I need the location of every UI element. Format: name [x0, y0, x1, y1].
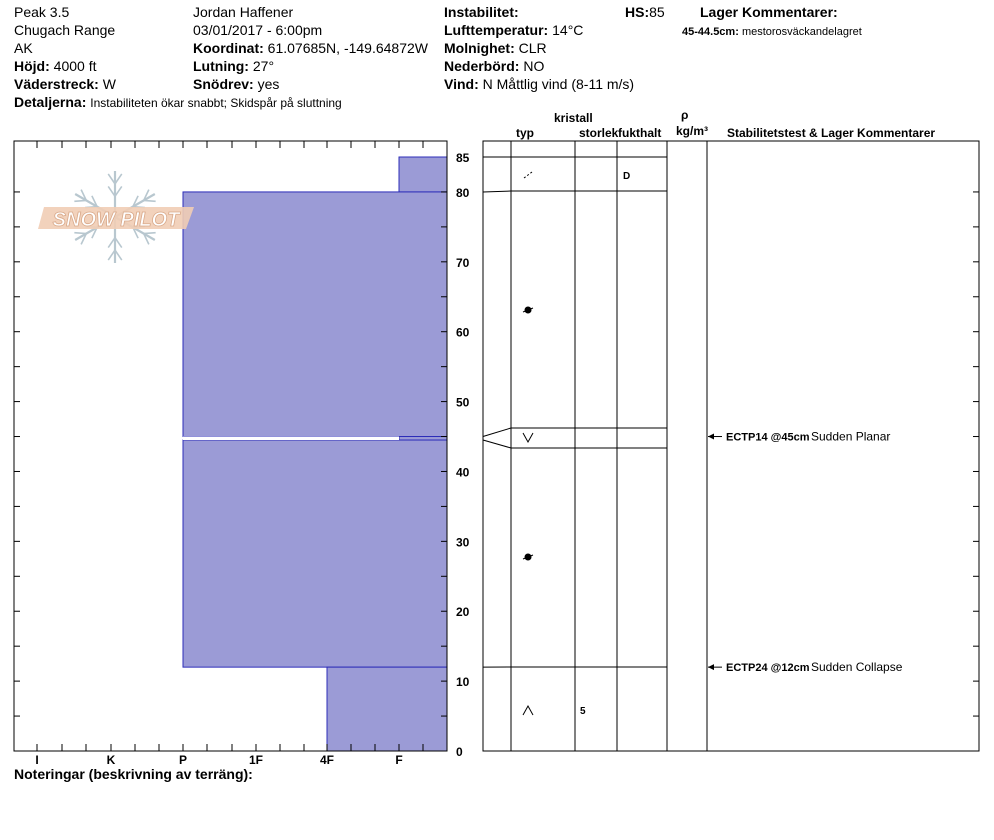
- drift-label: Snödrev:: [193, 76, 254, 92]
- hardness-label-P: P: [179, 753, 187, 767]
- hardness-plot-frame: [13, 140, 448, 752]
- aspect-label: Väderstreck:: [14, 76, 99, 92]
- layer-comment-text: mestorosväckandelagret: [741, 26, 862, 38]
- hardness-label-4F: 4F: [320, 753, 334, 767]
- logo-text: SNOW PILOT: [53, 209, 181, 231]
- elevation: Höjd: 4000 ft: [14, 58, 96, 74]
- y-tick-label: 0: [456, 745, 463, 759]
- depth-connector: [482, 427, 512, 438]
- snow-drift: Snödrev: yes: [193, 76, 279, 92]
- col-size: storlek: [579, 126, 619, 140]
- aspect-value: W: [102, 76, 116, 92]
- test-arrow-head: [708, 664, 714, 671]
- hardness-label-K: K: [107, 753, 116, 767]
- hardness-layer-2: [398, 436, 448, 441]
- y-tick-label: 60: [456, 326, 470, 340]
- range: Chugach Range: [14, 22, 116, 38]
- depth-connector: [482, 190, 512, 193]
- details-value: Instabiliteten ökar snabbt; Skidspår på …: [90, 96, 342, 110]
- precip-value: NO: [523, 58, 545, 74]
- y-tick-label: 85: [456, 151, 470, 165]
- snow-height: HS:85: [625, 4, 665, 20]
- elevation-value: 4000 ft: [53, 58, 97, 74]
- hardness-layer-0: [398, 156, 448, 193]
- hardness-label-I: I: [35, 753, 38, 767]
- coord-label: Koordinat:: [193, 40, 264, 56]
- observer: Jordan Haffener: [193, 4, 294, 20]
- col-moisture: fukthalt: [618, 126, 662, 140]
- hs-value: 85: [649, 4, 665, 20]
- grain-rounded-symbol-stroke: [522, 307, 534, 313]
- sky-label: Molnighet:: [444, 40, 515, 56]
- grain-size-value: 5: [580, 706, 586, 717]
- precip-label: Nederbörd:: [444, 58, 520, 74]
- state: AK: [14, 40, 33, 56]
- wind-label: Vind:: [444, 76, 479, 92]
- test-code-0: ECTP14 @45cm: [726, 432, 810, 444]
- coord-value: 61.07685N, -149.64872W: [267, 40, 428, 56]
- grain-decomposing-symbol: [523, 171, 533, 179]
- air-temp: Lufttemperatur: 14°C: [444, 22, 583, 38]
- layer-comment-range: 45-44.5cm:: [682, 26, 739, 38]
- airtemp-label: Lufttemperatur:: [444, 22, 549, 38]
- y-tick-label: 20: [456, 605, 470, 619]
- y-tick-label: 80: [456, 186, 470, 200]
- layer-comment: 45-44.5cm: mestorosväckandelagret: [682, 24, 862, 40]
- airtemp-value: 14°C: [552, 22, 584, 38]
- details: Detaljerna: Instabiliteten ökar snabbt; …: [14, 94, 342, 111]
- slope-value: 27°: [252, 58, 275, 74]
- col-type: typ: [516, 126, 534, 140]
- hardness-layer-4: [326, 666, 448, 752]
- wind: Vind: N Måttlig vind (8-11 m/s): [444, 76, 634, 92]
- sky: Molnighet: CLR: [444, 40, 547, 56]
- hardness-label-F: F: [395, 753, 402, 767]
- aspect: Väderstreck: W: [14, 76, 116, 92]
- wind-value: N Måttlig vind (8-11 m/s): [482, 76, 635, 92]
- snowpilot-logo: SNOW PILOT: [38, 171, 194, 263]
- sky-value: CLR: [518, 40, 547, 56]
- col-density-unit: kg/m³: [676, 124, 709, 138]
- hs-label: HS:: [625, 4, 650, 20]
- moisture-value: D: [623, 171, 630, 182]
- grain-rounded-symbol-stroke: [522, 554, 534, 560]
- col-stability: Stabilitetstest & Lager Kommentarer: [727, 126, 936, 140]
- weak-layer-gap: [183, 436, 399, 441]
- details-label: Detaljerna:: [14, 94, 87, 110]
- instability-label: Instabilitet:: [444, 4, 519, 20]
- col-density-symbol: ρ: [681, 108, 689, 122]
- test-result-0: Sudden Planar: [811, 430, 890, 444]
- test-code-1: ECTP24 @12cm: [726, 662, 810, 674]
- hardness-layer-3: [182, 439, 448, 668]
- precip: Nederbörd: NO: [444, 58, 544, 74]
- hardness-label-1F: 1F: [249, 753, 263, 767]
- y-tick-label: 40: [456, 465, 470, 479]
- y-tick-label: 70: [456, 256, 470, 270]
- depth-connector: [482, 439, 512, 449]
- layer-comments-title: Lager Kommentarer:: [700, 4, 838, 20]
- y-tick-label: 30: [456, 535, 470, 549]
- grain-surface-hoar-symbol: [522, 432, 534, 444]
- notes-label: Noteringar (beskrivning av terräng):: [14, 766, 253, 782]
- y-tick-label: 10: [456, 675, 470, 689]
- slope: Lutning: 27°: [193, 58, 274, 74]
- drift-value: yes: [257, 76, 280, 92]
- test-arrow-head: [708, 433, 714, 440]
- datetime: 03/01/2017 - 6:00pm: [193, 22, 323, 38]
- elevation-label: Höjd:: [14, 58, 50, 74]
- location: Peak 3.5: [14, 4, 70, 20]
- test-result-1: Sudden Collapse: [811, 660, 903, 674]
- hardness-layer-1: [182, 191, 448, 438]
- col-crystal: kristall: [554, 111, 593, 125]
- slope-label: Lutning:: [193, 58, 249, 74]
- grain-depth-hoar-symbol: [522, 704, 534, 716]
- y-tick-label: 50: [456, 396, 470, 410]
- layer-table-frame: [482, 140, 980, 752]
- coordinates: Koordinat: 61.07685N, -149.64872W: [193, 40, 428, 56]
